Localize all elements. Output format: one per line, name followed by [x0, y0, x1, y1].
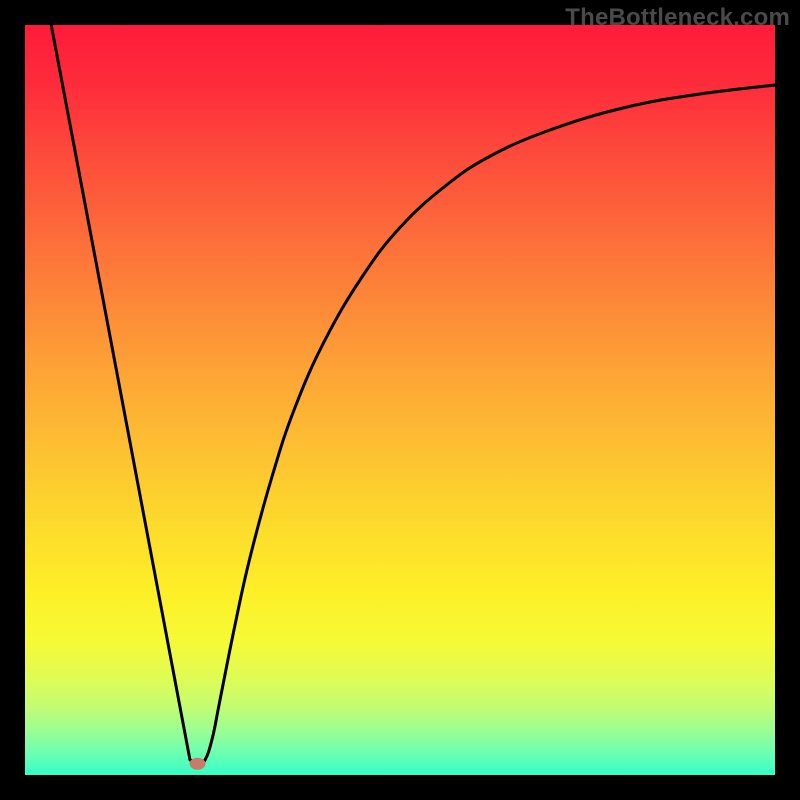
chart-background-gradient: [25, 25, 775, 775]
chart-frame: TheBottleneck.com: [0, 0, 800, 800]
watermark-text: TheBottleneck.com: [565, 4, 790, 32]
optimal-point-marker: [190, 758, 206, 770]
bottleneck-curve-chart: [0, 0, 800, 800]
